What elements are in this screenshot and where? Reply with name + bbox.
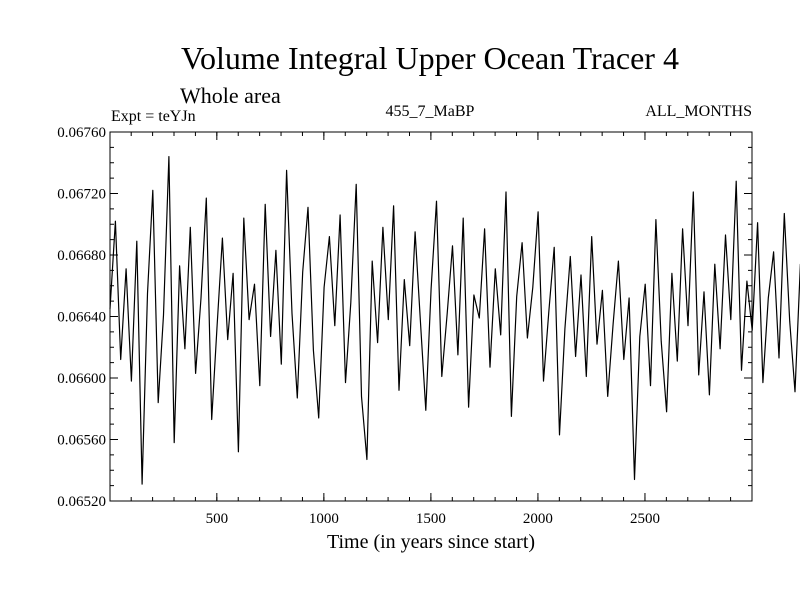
period-label: 455_7_MaBP <box>386 103 475 120</box>
y-axis: 0.06520 0.06560 0.06600 0.06640 0.06680 0.067… <box>57 125 752 510</box>
x-tick-label: 1500 <box>416 511 446 527</box>
series-line <box>109 156 800 485</box>
y-tick-label: 0.06560 <box>57 433 106 449</box>
x-axis: 500 1000 1500 2000 2500 <box>130 132 732 527</box>
y-tick-label: 0.06720 <box>57 187 106 203</box>
x-tick-label: 2000 <box>523 511 553 527</box>
x-tick-label: 1000 <box>309 511 339 527</box>
experiment-label: Expt = teYJn <box>111 108 196 125</box>
y-tick-label: 0.06760 <box>57 125 106 141</box>
x-tick-label: 2500 <box>630 511 660 527</box>
series-polyline <box>109 156 800 485</box>
x-axis-title: Time (in years since start) <box>327 531 535 553</box>
y-tick-label: 0.06520 <box>57 494 106 510</box>
chart-subtitle: Whole area <box>180 83 281 108</box>
y-tick-label: 0.06640 <box>57 310 106 326</box>
chart-title: Volume Integral Upper Ocean Tracer 4 <box>181 40 679 76</box>
x-tick-label: 500 <box>206 511 229 527</box>
y-tick-label: 0.06600 <box>57 371 106 387</box>
months-label: ALL_MONTHS <box>645 103 752 120</box>
y-tick-label: 0.06680 <box>57 248 106 264</box>
